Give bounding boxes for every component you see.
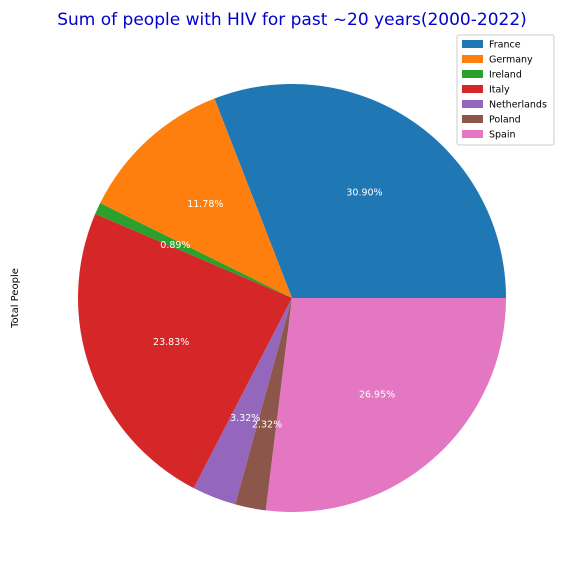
pie-label-poland: 2.32% <box>252 419 282 430</box>
legend-swatch-netherlands <box>462 100 483 108</box>
legend-swatch-ireland <box>462 70 483 78</box>
legend-swatch-poland <box>462 115 483 123</box>
y-axis-label: Total People <box>10 268 21 329</box>
pie-label-spain: 26.95% <box>359 390 395 401</box>
pie-slice-spain <box>266 298 506 512</box>
legend-swatch-germany <box>462 55 483 63</box>
legend-label-poland: Poland <box>489 115 521 126</box>
legend-label-france: France <box>489 40 521 51</box>
legend-swatch-spain <box>462 130 483 138</box>
legend-label-spain: Spain <box>489 130 516 141</box>
legend-label-italy: Italy <box>489 85 510 96</box>
pie-label-france: 30.90% <box>346 188 382 199</box>
pie-label-italy: 23.83% <box>153 337 189 348</box>
pie-label-ireland: 0.89% <box>160 240 190 251</box>
legend-swatch-france <box>462 40 483 48</box>
pie-label-germany: 11.78% <box>187 199 223 210</box>
legend: France Germany Ireland Italy Netherlands Pola… <box>457 35 554 145</box>
legend-label-germany: Germany <box>489 55 533 66</box>
legend-label-netherlands: Netherlands <box>489 100 547 111</box>
legend-label-ireland: Ireland <box>489 70 522 81</box>
chart-title: Sum of people with HIV for past ~20 year… <box>57 10 527 30</box>
legend-swatch-italy <box>462 85 483 93</box>
pie-slices <box>78 84 506 512</box>
